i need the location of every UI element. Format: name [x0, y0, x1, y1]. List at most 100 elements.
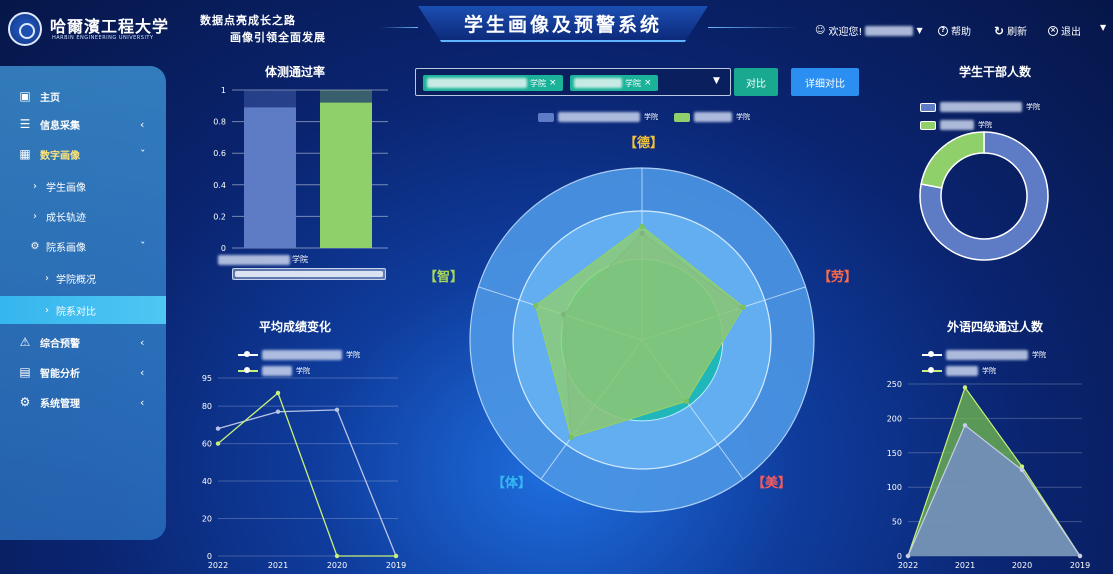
cadres-legend-1[interactable]: 学院: [920, 102, 1040, 112]
help-button[interactable]: ? 帮助: [938, 23, 971, 38]
legend-swatch: [674, 112, 690, 122]
legend-label: 学院: [1026, 103, 1040, 111]
tag-label: 学院: [625, 78, 641, 88]
settings-gear-icon: ⚙: [30, 240, 40, 252]
nav-system-mgmt-label: 系统管理: [40, 398, 80, 410]
header-line-left: [380, 27, 418, 28]
y-tick-label: 100: [887, 483, 902, 492]
legend-label: 学院: [982, 367, 996, 375]
y-tick-label: 60: [202, 440, 212, 449]
dept-name-redacted: [946, 366, 978, 376]
nav-dept-overview[interactable]: › 学院概况: [0, 264, 166, 292]
radar-axis: [478, 286, 643, 341]
nav-dept-portrait[interactable]: ⚙ 院系画像 ˇ: [0, 232, 166, 260]
data-point: [962, 385, 968, 390]
radar-legend-1[interactable]: 学院: [538, 112, 658, 122]
donut-slice: [920, 131, 985, 189]
avg-score-legend-1[interactable]: 学院: [238, 350, 360, 360]
radar-axis: [540, 339, 643, 480]
data-point: [905, 553, 911, 559]
y-tick-label: 0.2: [213, 212, 226, 221]
radar-axis: [641, 286, 806, 341]
radar-point: [533, 302, 539, 309]
data-point: [393, 553, 399, 559]
series-line: [907, 424, 1081, 557]
cet4-legend-2[interactable]: 学院: [922, 366, 996, 376]
selected-dept-tag-2[interactable]: 学院 ×: [570, 75, 658, 91]
legend-label: 学院: [346, 351, 360, 359]
nav-growth-track[interactable]: › 成长轨迹: [0, 202, 166, 230]
university-name-en: HARBIN ENGINEERING UNIVERSITY: [52, 35, 154, 41]
nav-analysis[interactable]: ▤ 智能分析 ‹: [0, 358, 166, 386]
nav-home-label: 主页: [40, 92, 60, 104]
logout-label: 退出: [1061, 27, 1081, 38]
pass-rate-scrollbar[interactable]: [232, 268, 386, 280]
compare-button[interactable]: 对比: [734, 68, 778, 96]
legend-swatch: [538, 112, 554, 122]
y-tick-label: 0: [897, 552, 902, 561]
radar-point: [560, 311, 567, 318]
refresh-label: 刷新: [1007, 27, 1028, 38]
document-icon: ▤: [19, 365, 31, 379]
y-tick-label: 0: [221, 244, 226, 253]
detail-compare-button[interactable]: 详细对比: [791, 68, 859, 96]
radar-point: [639, 230, 645, 236]
refresh-button[interactable]: ↻ 刷新: [994, 23, 1028, 39]
data-point: [215, 441, 221, 446]
legend-label: 学院: [736, 113, 750, 121]
cadres-legend-2[interactable]: 学院: [920, 120, 992, 130]
x-tick-label: 2020: [1012, 561, 1032, 570]
close-icon[interactable]: ×: [644, 78, 652, 88]
system-title: 学生画像及预警系统: [463, 14, 662, 36]
dept-name-redacted: [694, 112, 732, 122]
chevron-right-icon: ›: [33, 180, 37, 192]
nav-info-collect[interactable]: ☰ 信息采集 ‹: [0, 110, 166, 138]
nav-system-mgmt[interactable]: ⚙ 系统管理 ‹: [0, 388, 166, 416]
dept-name-redacted: [262, 350, 342, 360]
y-tick-label: 95: [202, 374, 212, 383]
image-icon: ▦: [19, 147, 31, 161]
y-tick-label: 0.8: [213, 118, 226, 127]
more-caret-icon[interactable]: ▼: [1100, 23, 1107, 32]
slogan-line1: 数据点亮成长之路: [200, 14, 296, 27]
scrollbar-thumb[interactable]: [235, 271, 383, 277]
dept-multi-select[interactable]: 学院 × 学院 × ▼: [415, 68, 731, 96]
nav-home[interactable]: ▣ 主页: [0, 82, 166, 110]
help-label: 帮助: [951, 27, 971, 38]
y-tick-label: 0.6: [213, 149, 226, 158]
logout-button[interactable]: × 退出: [1048, 23, 1081, 38]
data-point: [962, 423, 968, 428]
radar-ring-outer: [469, 167, 815, 513]
monitor-icon: ▣: [19, 89, 31, 103]
y-tick-label: 0.4: [213, 181, 226, 190]
nav-dept-compare[interactable]: › 院系对比: [0, 296, 166, 324]
cet4-legend-1[interactable]: 学院: [922, 350, 1046, 360]
chevron-right-icon: ›: [45, 272, 49, 284]
legend-swatch: [920, 102, 936, 112]
nav-digital-portrait-label: 数字画像: [40, 150, 80, 162]
selected-dept-tag-1[interactable]: 学院 ×: [423, 75, 563, 91]
data-point: [1019, 464, 1025, 469]
header-line-right: [708, 27, 798, 28]
logout-icon: ×: [1048, 25, 1058, 36]
nav-digital-portrait[interactable]: ▦ 数字画像 ˇ: [0, 140, 166, 168]
chevron-left-icon: ‹: [140, 395, 145, 409]
y-tick-label: 0: [207, 552, 212, 561]
radar-legend-2[interactable]: 学院: [674, 112, 750, 122]
chevron-right-icon: ›: [33, 210, 37, 222]
radar-point: [739, 304, 745, 311]
welcome-user[interactable]: ☺ 欢迎您! ▼: [815, 23, 923, 38]
legend-line-swatch: [922, 367, 942, 373]
data-point: [905, 553, 911, 559]
caret-down-icon[interactable]: ▼: [713, 76, 720, 86]
caret-down-icon: ▼: [916, 26, 923, 35]
slogan-line2: 画像引领全面发展: [230, 31, 326, 44]
y-tick-label: 40: [202, 477, 212, 486]
avg-score-legend-2[interactable]: 学院: [238, 366, 310, 376]
nav-student-portrait[interactable]: › 学生画像: [0, 172, 166, 200]
pass-rate-title: 体测通过率: [264, 65, 325, 79]
series-line: [217, 391, 396, 557]
nav-warning[interactable]: ⚠ 综合预警 ‹: [0, 328, 166, 356]
cadres-title: 学生干部人数: [958, 65, 1031, 79]
close-icon[interactable]: ×: [549, 78, 557, 88]
